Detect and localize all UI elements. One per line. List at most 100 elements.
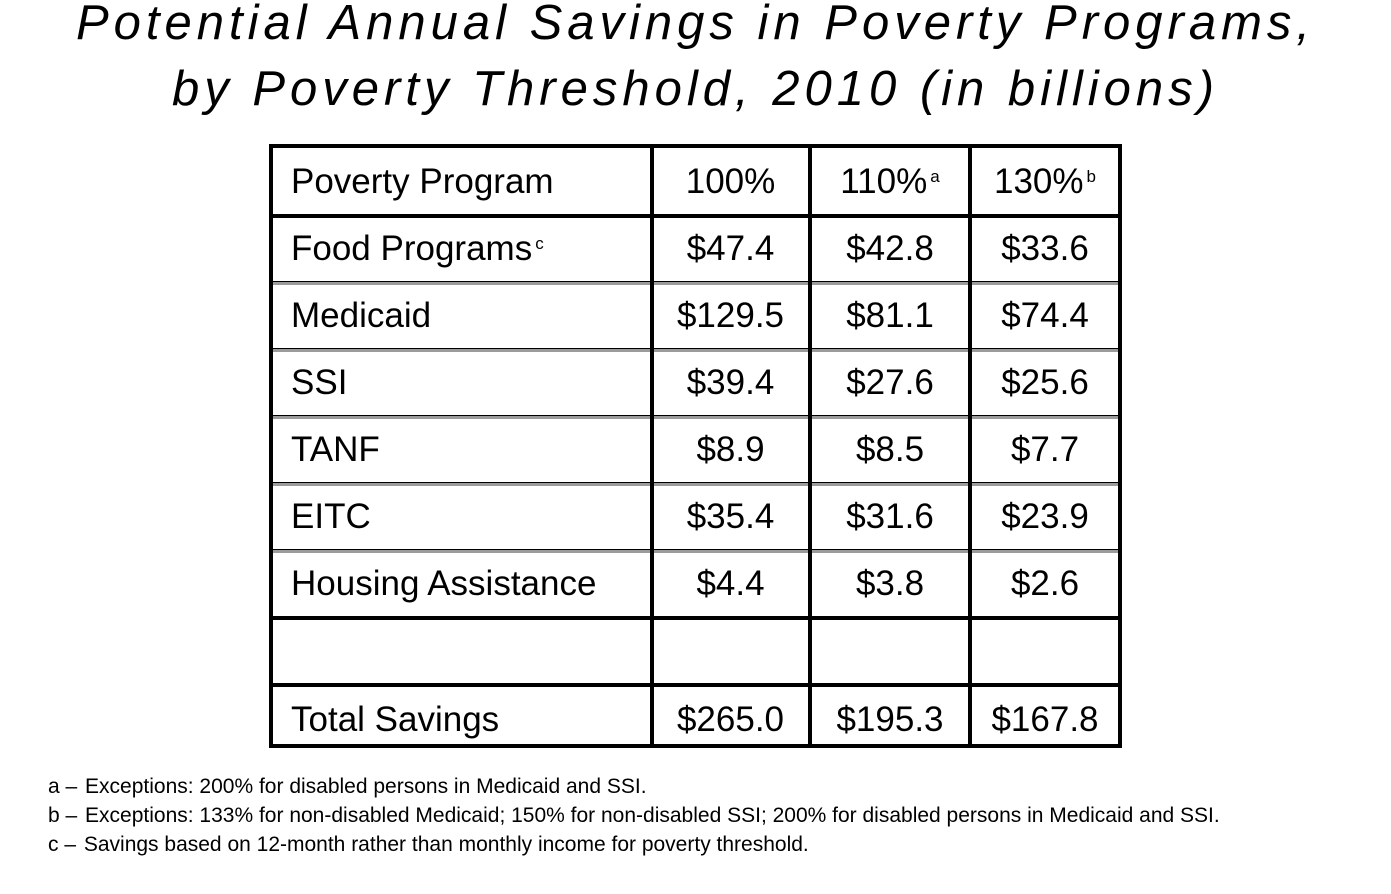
footnote: a – Exceptions: 200% for disabled person… bbox=[48, 772, 1348, 801]
footnote-marker: a bbox=[930, 167, 940, 186]
savings-value: $35.4 bbox=[652, 483, 809, 550]
program-name: EITC bbox=[291, 483, 371, 550]
savings-value-text: $25.6 bbox=[1001, 363, 1089, 402]
total-value-text: $167.8 bbox=[991, 700, 1099, 739]
column-header-text: Poverty Program bbox=[291, 162, 554, 201]
footnotes: a – Exceptions: 200% for disabled person… bbox=[48, 772, 1348, 859]
total-label-text: Total Savings bbox=[291, 700, 500, 739]
program-name-text: EITC bbox=[291, 497, 371, 536]
row-divider bbox=[273, 683, 1118, 687]
column-header: Poverty Program bbox=[291, 148, 554, 215]
footnote: b – Exceptions: 133% for non-disabled Me… bbox=[48, 801, 1348, 830]
savings-value-text: $42.8 bbox=[846, 229, 934, 268]
savings-value: $25.6 bbox=[971, 349, 1119, 416]
savings-value-text: $31.6 bbox=[846, 497, 934, 536]
savings-value: $47.4 bbox=[652, 215, 809, 282]
row-divider bbox=[273, 281, 1118, 285]
savings-value-text: $3.8 bbox=[855, 564, 925, 603]
savings-value: $4.4 bbox=[652, 550, 809, 617]
chart-title-line-2: by Poverty Threshold, 2010 (in billions) bbox=[171, 62, 1220, 116]
footnote-text: Savings based on 12-month rather than mo… bbox=[78, 833, 809, 856]
row-divider bbox=[273, 415, 1118, 419]
savings-value-text: $129.5 bbox=[676, 296, 785, 335]
column-header: 130% b bbox=[971, 148, 1119, 215]
row-divider bbox=[273, 348, 1118, 352]
table-row: Medicaid $129.5 $81.1 $74.4 bbox=[273, 282, 1118, 349]
total-value: $167.8 bbox=[971, 686, 1119, 753]
savings-value-text: $2.6 bbox=[1010, 564, 1080, 603]
table-row: SSI $39.4 $27.6 $25.6 bbox=[273, 349, 1118, 416]
program-name-text: Housing Assistance bbox=[291, 564, 597, 603]
table-empty-row bbox=[273, 617, 1118, 684]
footnote-marker: c bbox=[535, 234, 544, 253]
savings-value-text: $81.1 bbox=[846, 296, 934, 335]
savings-value: $33.6 bbox=[971, 215, 1119, 282]
footnote-label: c – bbox=[48, 833, 77, 856]
program-name: TANF bbox=[291, 416, 380, 483]
column-header: 100% bbox=[652, 148, 809, 215]
total-value: $265.0 bbox=[652, 686, 809, 753]
savings-value: $3.8 bbox=[811, 550, 969, 617]
footnote-marker: b bbox=[1086, 167, 1096, 186]
savings-value-text: $47.4 bbox=[686, 229, 775, 268]
table-row: Food Programs c $47.4 $42.8 $33.6 bbox=[273, 215, 1118, 282]
savings-value-text: $23.9 bbox=[1001, 497, 1089, 536]
footnote-label: b – bbox=[48, 804, 78, 827]
column-header-text: 130% bbox=[994, 162, 1084, 201]
total-value-text: $195.3 bbox=[836, 700, 944, 739]
program-name-text: Food Programs bbox=[291, 229, 533, 268]
column-header-text: 110% bbox=[840, 162, 928, 201]
savings-value-text: $4.4 bbox=[696, 564, 765, 603]
chart-title-line-1: Potential Annual Savings in Poverty Prog… bbox=[75, 0, 1316, 50]
savings-value-text: $8.5 bbox=[855, 430, 925, 469]
savings-value-text: $27.6 bbox=[846, 363, 934, 402]
savings-value-text: $8.9 bbox=[696, 430, 765, 469]
savings-table: Poverty Program 100% 110% a 130% b Food Progra… bbox=[269, 144, 1122, 748]
savings-value: $27.6 bbox=[811, 349, 969, 416]
table-row: Housing Assistance $4.4 $3.8 $2.6 bbox=[273, 550, 1118, 617]
savings-value: $31.6 bbox=[811, 483, 969, 550]
column-divider bbox=[968, 148, 972, 744]
table-row: EITC $35.4 $31.6 $23.9 bbox=[273, 483, 1118, 550]
savings-value-text: $35.4 bbox=[686, 497, 775, 536]
total-label: Total Savings bbox=[291, 686, 499, 753]
program-name-text: TANF bbox=[291, 430, 380, 469]
savings-value-text: $74.4 bbox=[1001, 296, 1089, 335]
savings-value-text: $33.6 bbox=[1001, 229, 1089, 268]
savings-value: $7.7 bbox=[971, 416, 1119, 483]
savings-value: $2.6 bbox=[971, 550, 1119, 617]
program-name-text: SSI bbox=[291, 363, 348, 402]
row-divider bbox=[273, 482, 1118, 486]
savings-value: $23.9 bbox=[971, 483, 1119, 550]
row-divider bbox=[273, 616, 1118, 620]
program-name: Food Programs c bbox=[291, 215, 544, 282]
footnote-text: Exceptions: 200% for disabled persons in… bbox=[79, 775, 647, 798]
savings-value: $8.5 bbox=[811, 416, 969, 483]
table-header-row: Poverty Program 100% 110% a 130% b bbox=[273, 148, 1118, 215]
savings-value: $129.5 bbox=[652, 282, 809, 349]
program-name: Medicaid bbox=[291, 282, 431, 349]
savings-value: $39.4 bbox=[652, 349, 809, 416]
row-divider bbox=[273, 549, 1118, 553]
footnote: c – Savings based on 12-month rather tha… bbox=[48, 830, 1348, 859]
total-value: $195.3 bbox=[811, 686, 969, 753]
savings-value-text: $7.7 bbox=[1010, 430, 1080, 469]
total-value-text: $265.0 bbox=[676, 700, 785, 739]
footnote-text: Exceptions: 133% for non-disabled Medica… bbox=[79, 804, 1220, 827]
column-divider bbox=[808, 148, 812, 744]
column-header: 110% a bbox=[811, 148, 969, 215]
savings-value: $81.1 bbox=[811, 282, 969, 349]
footnote-label: a – bbox=[48, 775, 78, 798]
savings-value: $8.9 bbox=[652, 416, 809, 483]
row-divider bbox=[273, 214, 1118, 218]
table-total-row: Total Savings $265.0 $195.3 $167.8 bbox=[273, 686, 1118, 753]
column-divider bbox=[650, 148, 654, 744]
savings-value-text: $39.4 bbox=[686, 363, 775, 402]
program-name-text: Medicaid bbox=[291, 296, 432, 335]
program-name: Housing Assistance bbox=[291, 550, 596, 617]
savings-value: $42.8 bbox=[811, 215, 969, 282]
savings-value: $74.4 bbox=[971, 282, 1119, 349]
program-name: SSI bbox=[291, 349, 347, 416]
table-row: TANF $8.9 $8.5 $7.7 bbox=[273, 416, 1118, 483]
column-header-text: 100% bbox=[685, 162, 776, 201]
